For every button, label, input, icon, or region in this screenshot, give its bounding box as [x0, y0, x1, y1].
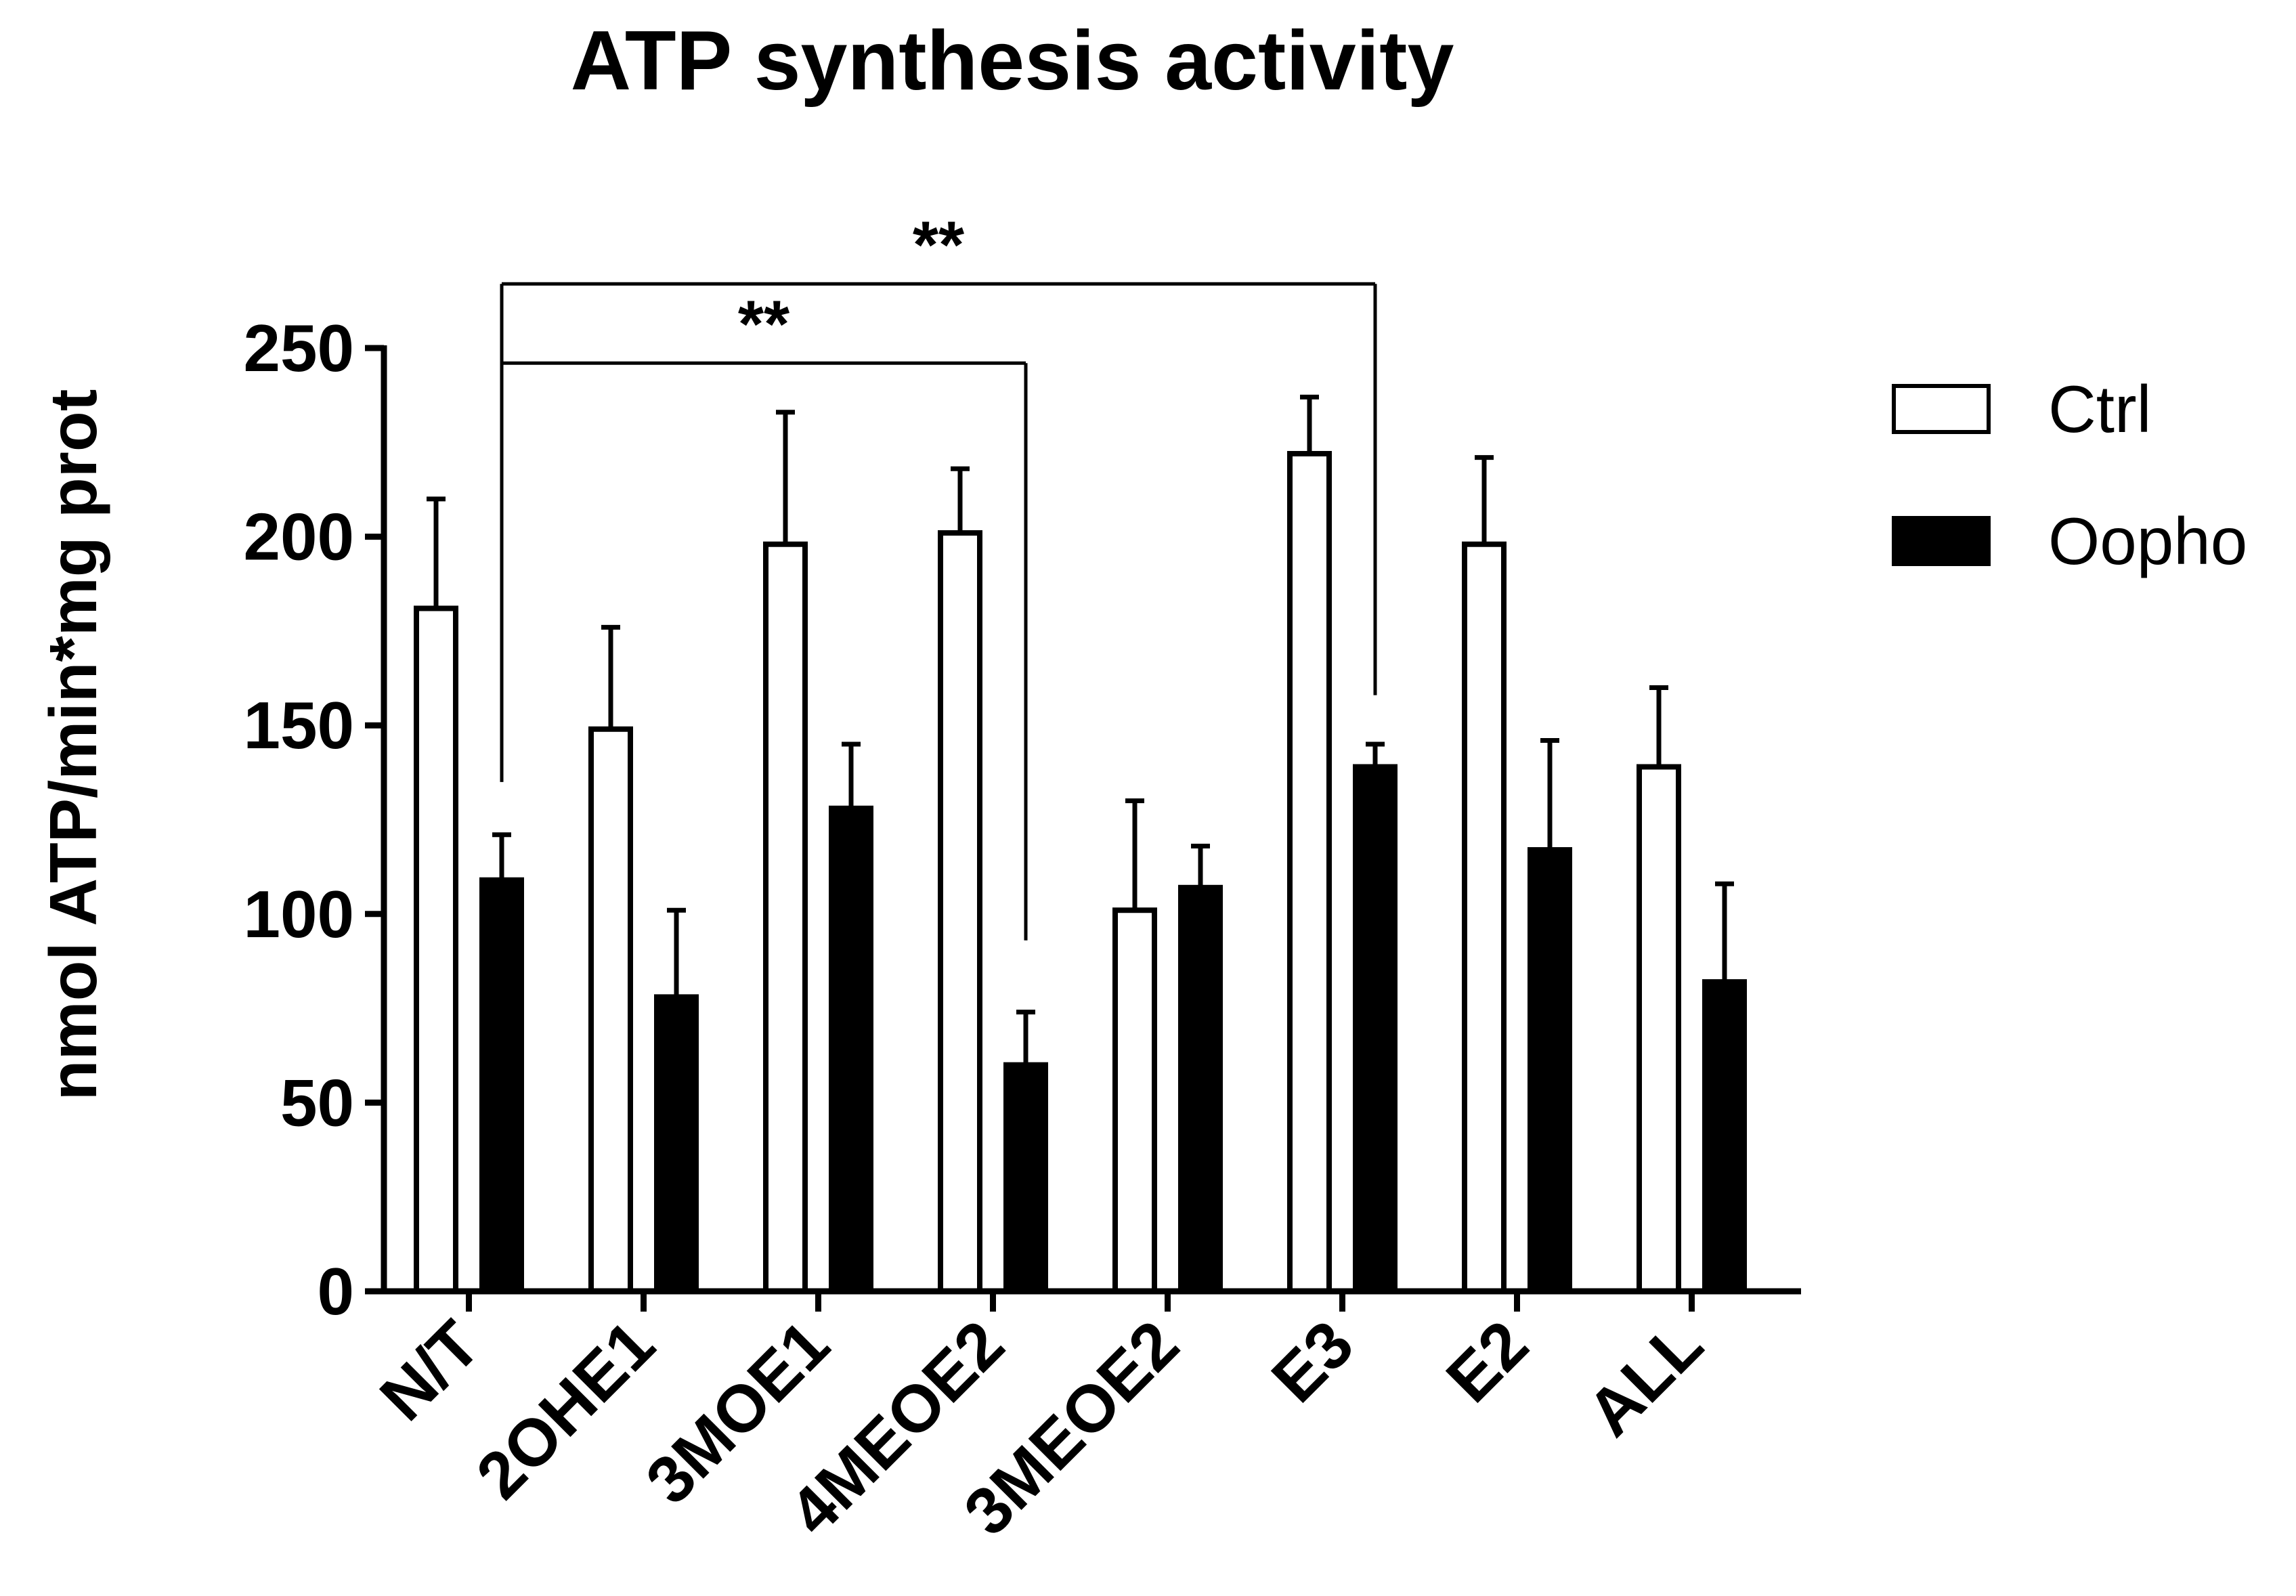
- bar-ctrl-3moe1: [763, 541, 808, 1294]
- legend: Ctrl Oopho: [1892, 372, 2247, 578]
- x-tick-label-n-t: N/T: [366, 1306, 494, 1434]
- sig-label-0: **: [913, 207, 965, 282]
- x-tick-label-all: ALL: [1573, 1306, 1716, 1450]
- x-tick-label-2ohe1: 2OHE1: [462, 1306, 668, 1513]
- bar-ctrl-3meoe2: [1112, 907, 1157, 1294]
- legend-label-oopho: Oopho: [2048, 504, 2247, 578]
- legend-swatch-oopho: [1892, 516, 1991, 566]
- y-axis-title-group: nmol ATP/min*mg prot: [36, 389, 110, 1101]
- y-tick-label-200: 200: [243, 500, 354, 574]
- sig-label-1: **: [738, 286, 790, 361]
- bar-oopho-2ohe1: [654, 994, 699, 1295]
- bar-ctrl-2ohe1: [588, 726, 633, 1294]
- bar-oopho-e3: [1353, 764, 1398, 1294]
- y-tick-label-0: 0: [317, 1254, 354, 1329]
- y-axis-title: nmol ATP/min*mg prot: [36, 389, 110, 1101]
- bar-oopho-4meoe2: [1003, 1062, 1048, 1295]
- x-tick-label-e3: E3: [1257, 1306, 1368, 1417]
- legend-swatch-ctrl: [1892, 384, 1991, 434]
- bar-ctrl-e3: [1287, 451, 1332, 1294]
- bar-ctrl-all: [1637, 764, 1681, 1294]
- bar-oopho-3moe1: [829, 805, 873, 1295]
- bar-oopho-all: [1702, 979, 1747, 1294]
- y-tick-label-150: 150: [243, 688, 354, 762]
- y-tick-label-100: 100: [243, 877, 354, 951]
- legend-label-ctrl: Ctrl: [2048, 372, 2151, 446]
- bar-oopho-n-t: [479, 877, 524, 1294]
- bar-oopho-e2: [1528, 847, 1572, 1295]
- y-tick-label-50: 50: [280, 1065, 354, 1140]
- y-tick-label-250: 250: [243, 311, 354, 385]
- bar-oopho-3meoe2: [1178, 884, 1223, 1294]
- annotation-layer: ** **: [500, 207, 1377, 941]
- bar-ctrl-e2: [1462, 541, 1507, 1294]
- x-tick-label-e2: E2: [1432, 1306, 1542, 1417]
- bars-layer: [414, 394, 1747, 1295]
- chart-title: ATP synthesis activity: [571, 14, 1454, 108]
- bar-ctrl-n-t: [414, 605, 458, 1294]
- bar-ctrl-4meoe2: [938, 530, 982, 1295]
